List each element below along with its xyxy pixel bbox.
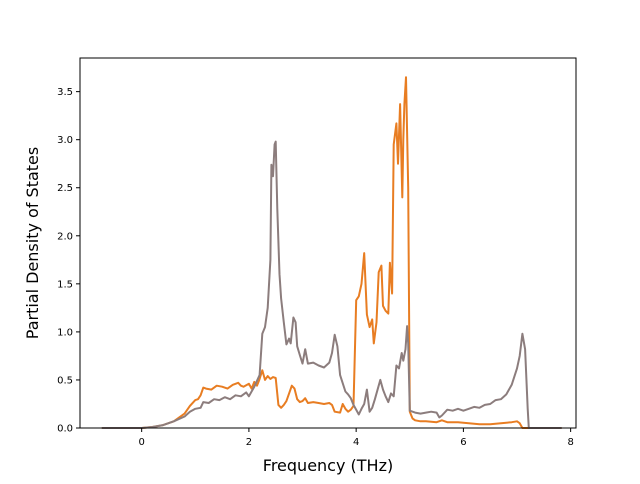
x-axis: 0 2 4 6 8 <box>138 428 574 448</box>
y-axis: 0.0 0.5 1.0 1.5 2.0 2.5 3.0 3.5 <box>57 87 80 435</box>
x-tick-label: 2 <box>246 437 252 448</box>
x-tick-label: 4 <box>353 437 359 448</box>
y-axis-title: Partial Density of States <box>23 147 42 339</box>
plot-frame <box>79 57 577 429</box>
x-tick-label: 0 <box>138 437 144 448</box>
series-line-1 <box>101 76 562 429</box>
x-tick-label: 8 <box>567 437 573 448</box>
y-tick-label: 0.5 <box>57 375 73 386</box>
y-tick-label: 2.5 <box>57 183 73 194</box>
y-tick-label: 0.0 <box>57 424 73 435</box>
y-tick-label: 3.0 <box>57 135 73 146</box>
series-layer <box>101 76 562 429</box>
y-tick-label: 2.0 <box>57 231 73 242</box>
x-tick-label: 6 <box>460 437 466 448</box>
y-tick-label: 3.5 <box>57 87 73 98</box>
y-tick-label: 1.0 <box>57 327 73 338</box>
x-axis-title: Frequency (THz) <box>263 456 393 475</box>
y-tick-label: 1.5 <box>57 279 73 290</box>
series-line-2 <box>101 140 562 429</box>
